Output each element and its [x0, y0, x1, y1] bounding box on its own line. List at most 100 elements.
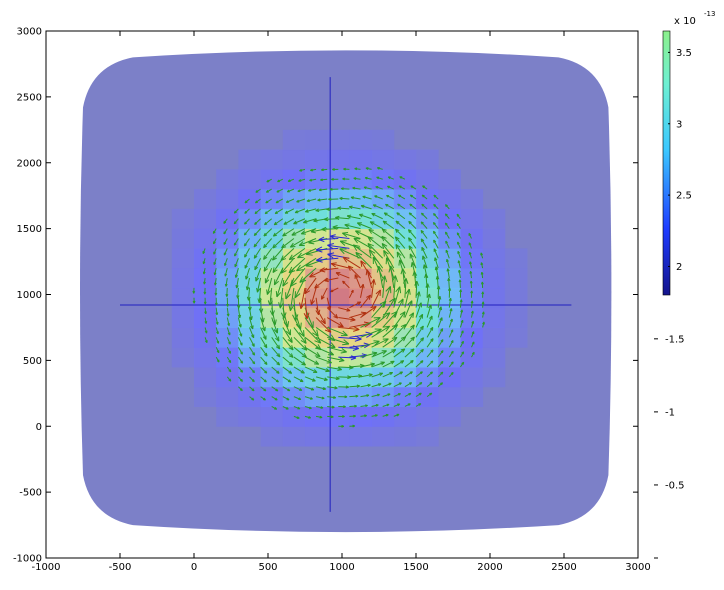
vector-arrow	[276, 188, 284, 193]
vector-arrow	[320, 287, 328, 300]
vector-arrow	[426, 392, 433, 398]
colorbar-exponent: x 10	[674, 16, 696, 27]
vector-arrow	[282, 346, 294, 358]
vector-arrow	[308, 188, 317, 192]
vector-arrow	[371, 403, 379, 407]
vector-arrow	[432, 230, 439, 239]
vector-arrow	[327, 376, 340, 381]
vector-arrow	[471, 331, 475, 338]
vector-arrow	[459, 309, 464, 318]
vector-arrow	[327, 366, 342, 372]
vector-arrow	[362, 195, 372, 200]
vector-arrow	[226, 317, 231, 326]
heatmap-cell	[305, 129, 328, 151]
colorbar-tick-label: 2.5	[676, 191, 692, 202]
heatmap-cell	[460, 228, 484, 249]
vector-arrow	[304, 406, 312, 410]
vector-arrow	[265, 188, 272, 193]
vector-arrow	[338, 316, 356, 322]
vector-arrow	[315, 317, 332, 333]
vector-arrow	[338, 405, 346, 409]
colorbar-tick-label: 3.5	[676, 48, 692, 59]
vector-arrow	[382, 349, 397, 358]
vector-arrow	[404, 312, 415, 328]
y-tick-label: -500	[19, 488, 42, 499]
vector-arrow	[448, 371, 454, 378]
vector-arrow	[213, 268, 217, 276]
vector-arrow	[459, 340, 464, 348]
heatmap-cell	[282, 426, 306, 447]
heatmap-cell	[416, 426, 439, 447]
vector-arrow	[360, 351, 378, 358]
vector-arrow	[421, 246, 428, 259]
vector-arrow	[282, 327, 293, 343]
vector-arrow	[202, 268, 206, 275]
heatmap-cell	[171, 307, 195, 328]
vector-arrow	[326, 317, 344, 328]
vector-arrow	[234, 248, 239, 257]
vector-arrow	[269, 297, 275, 316]
vector-arrow	[297, 188, 306, 193]
colorbar-extra-tick-label: -1.5	[665, 334, 685, 345]
vector-arrow	[433, 194, 439, 200]
vector-arrow	[215, 337, 220, 344]
vector-arrow	[289, 267, 306, 287]
vector-arrow	[214, 287, 218, 296]
vector-arrow	[395, 243, 406, 259]
vector-arrow	[371, 372, 384, 378]
vector-arrow	[237, 337, 243, 346]
vector-arrow	[273, 267, 284, 286]
vector-arrow	[360, 260, 373, 279]
heatmap-cell	[438, 268, 461, 289]
vector-arrow	[271, 376, 279, 383]
vector-arrow	[448, 318, 453, 328]
vector-arrow	[338, 307, 351, 312]
vector-arrow	[360, 383, 371, 388]
vector-arrow	[364, 176, 372, 180]
vector-arrow	[437, 328, 444, 338]
colorbar-tick-label: 3	[676, 119, 682, 130]
vector-arrow	[338, 415, 345, 418]
vector-arrow	[332, 225, 350, 230]
vector-arrow	[349, 394, 359, 398]
vector-arrow	[415, 403, 422, 407]
vector-arrow	[304, 356, 320, 365]
vector-arrow	[437, 295, 442, 308]
heatmap-cell	[393, 307, 417, 328]
vector-arrow	[327, 326, 348, 337]
heatmap-cell	[216, 169, 239, 190]
heatmap-cell	[438, 406, 461, 427]
vector-arrow	[291, 228, 306, 236]
heatmap-cell	[460, 307, 484, 328]
vector-arrow	[396, 251, 406, 269]
vector-arrow	[315, 208, 328, 212]
heatmap-cell	[416, 406, 439, 427]
vector-arrow	[360, 204, 372, 210]
cross-lines	[120, 77, 572, 512]
vector-arrow	[408, 212, 417, 220]
heatmap-cell	[194, 189, 217, 210]
vector-arrow	[260, 386, 267, 392]
vector-arrow	[382, 403, 390, 407]
vector-arrow	[393, 348, 406, 358]
heatmap-cell	[416, 169, 439, 190]
vector-arrow	[426, 371, 433, 378]
vector-arrow	[306, 198, 317, 203]
vector-arrow	[332, 168, 339, 171]
vector-arrow	[277, 178, 284, 183]
vector-arrow	[315, 405, 324, 409]
vector-arrow	[459, 319, 464, 328]
vector-arrow	[298, 178, 306, 182]
heatmap-cell	[371, 426, 395, 447]
vector-arrow	[256, 277, 262, 293]
vector-arrow	[214, 297, 218, 306]
vector-arrow	[404, 359, 414, 368]
vector-arrow	[260, 396, 266, 401]
vector-arrow	[271, 406, 278, 410]
vector-arrow	[315, 246, 339, 253]
vector-arrow	[223, 248, 228, 256]
heatmap-cell	[349, 228, 373, 249]
vector-arrow	[281, 238, 295, 249]
heatmap-cell	[260, 149, 284, 170]
colorbar	[662, 30, 671, 296]
